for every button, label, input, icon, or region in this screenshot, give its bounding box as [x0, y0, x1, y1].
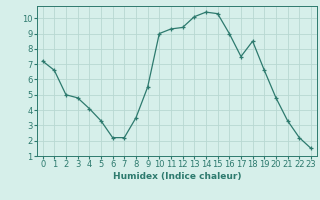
- X-axis label: Humidex (Indice chaleur): Humidex (Indice chaleur): [113, 172, 241, 181]
